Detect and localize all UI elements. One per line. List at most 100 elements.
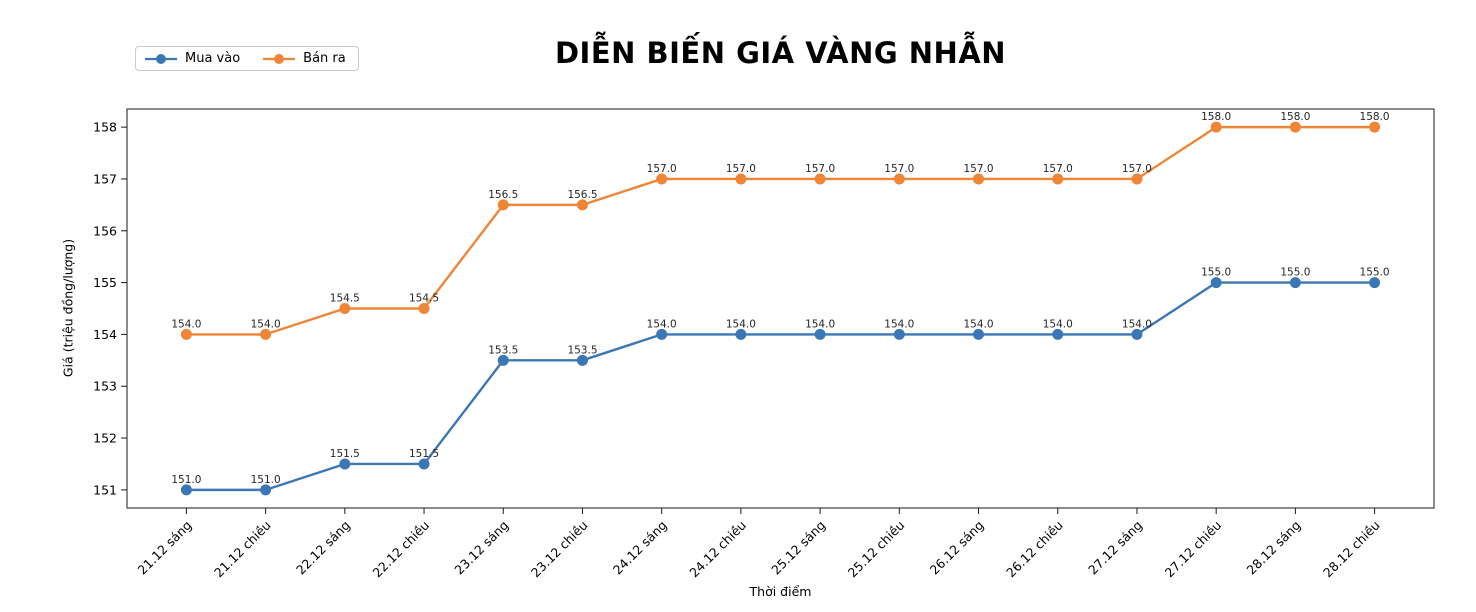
point-label: 154.0: [963, 318, 993, 330]
data-point: [656, 328, 668, 340]
x-tick-label: 28.12 sáng: [1244, 518, 1304, 578]
point-label: 154.0: [805, 318, 835, 330]
point-label: 157.0: [726, 163, 756, 175]
plot-box: [126, 108, 1435, 509]
point-label: 154.0: [647, 318, 677, 330]
point-label: 155.0: [1201, 267, 1231, 279]
x-tick-label: 22.12 chiều: [369, 518, 432, 581]
data-point: [973, 328, 985, 340]
point-label: 151.0: [171, 474, 201, 486]
y-tick-label: 155: [93, 275, 117, 290]
point-label: 158.0: [1201, 111, 1231, 123]
point-label: 153.5: [567, 344, 597, 356]
line-marker-icon: [145, 53, 177, 64]
chart-title: DIỄN BIẾN GIÁ VÀNG NHẪN: [554, 36, 1007, 70]
point-label: 158.0: [1360, 111, 1390, 123]
x-tick-label: 25.12 chiều: [845, 518, 908, 581]
point-label: 151.0: [251, 474, 281, 486]
point-label: 154.0: [726, 318, 756, 330]
x-tick-label: 26.12 sáng: [927, 518, 987, 578]
data-point: [260, 484, 272, 496]
data-point: [1289, 121, 1301, 133]
legend: Mua vào Bán ra: [135, 46, 359, 71]
point-label: 151.5: [330, 448, 360, 460]
x-tick-label: 27.12 sáng: [1085, 518, 1145, 578]
point-label: 151.5: [409, 448, 439, 460]
legend-item-ban-ra: Bán ra: [262, 51, 346, 66]
series-line-ban-ra: [185, 125, 1376, 336]
data-point: [656, 173, 668, 185]
point-label: 156.5: [567, 189, 597, 201]
point-label: 154.5: [409, 293, 439, 305]
y-tick-label: 153: [93, 379, 117, 394]
x-tick-label: 21.12 chiều: [211, 518, 274, 581]
point-label: 155.0: [1360, 267, 1390, 279]
y-tick-label: 151: [93, 482, 117, 497]
point-label: 157.0: [805, 163, 835, 175]
x-tick-label: 23.12 sáng: [451, 518, 511, 578]
point-label: 156.5: [488, 189, 518, 201]
data-point: [814, 173, 826, 185]
data-point: [893, 328, 905, 340]
data-point: [339, 458, 351, 470]
point-label: 155.0: [1280, 267, 1310, 279]
data-point: [735, 173, 747, 185]
data-point: [497, 199, 509, 211]
point-label: 154.0: [1122, 318, 1152, 330]
point-label: 158.0: [1280, 111, 1310, 123]
x-tick-label: 21.12 sáng: [135, 518, 195, 578]
y-tick-label: 152: [93, 431, 117, 446]
data-point: [1210, 121, 1222, 133]
x-axis-label: Thời điểm: [749, 584, 812, 599]
data-point: [735, 328, 747, 340]
legend-item-mua-vao: Mua vào: [144, 51, 240, 66]
line-marker-icon: [263, 53, 296, 64]
x-tick-label: 22.12 sáng: [293, 518, 353, 578]
legend-label-ban-ra: Bán ra: [303, 51, 346, 66]
point-label: 154.0: [884, 318, 914, 330]
data-point: [497, 354, 509, 366]
data-point: [576, 354, 588, 366]
point-label: 157.0: [647, 163, 677, 175]
data-point: [1369, 277, 1381, 289]
data-point: [1131, 173, 1143, 185]
data-point: [1052, 328, 1064, 340]
data-point: [260, 328, 272, 340]
data-point: [418, 458, 430, 470]
x-tick-label: 24.12 sáng: [610, 518, 670, 578]
point-label: 153.5: [488, 344, 518, 356]
data-point: [1369, 121, 1381, 133]
x-tick-label: 24.12 chiều: [686, 518, 749, 581]
point-label: 154.0: [251, 318, 281, 330]
legend-label-mua-vao: Mua vào: [185, 51, 241, 66]
data-point: [339, 303, 351, 314]
data-point: [1210, 277, 1222, 289]
series-line-mua-vao: [185, 281, 1376, 492]
data-point: [893, 173, 905, 185]
data-point: [1289, 277, 1301, 289]
data-point: [576, 199, 588, 211]
y-tick-label: 156: [93, 223, 117, 238]
data-point: [1052, 173, 1064, 185]
y-tick-label: 157: [93, 171, 117, 186]
x-tick-label: 23.12 chiều: [528, 518, 591, 581]
data-point: [180, 484, 192, 496]
point-label: 154.0: [1043, 318, 1073, 330]
point-label: 154.5: [330, 293, 360, 305]
point-label: 157.0: [884, 163, 914, 175]
x-tick-label: 27.12 chiều: [1162, 518, 1225, 581]
point-label: 157.0: [1043, 163, 1073, 175]
data-point: [418, 303, 430, 314]
data-point: [814, 328, 826, 340]
x-tick-label: 28.12 chiều: [1320, 518, 1383, 581]
y-tick-label: 158: [93, 120, 117, 135]
data-point: [1131, 328, 1143, 340]
x-tick-label: 25.12 sáng: [768, 518, 828, 578]
point-label: 157.0: [1122, 163, 1152, 175]
x-tick-label: 26.12 chiều: [1003, 518, 1066, 581]
data-point: [180, 328, 192, 340]
point-label: 157.0: [963, 163, 993, 175]
point-label: 154.0: [171, 318, 201, 330]
